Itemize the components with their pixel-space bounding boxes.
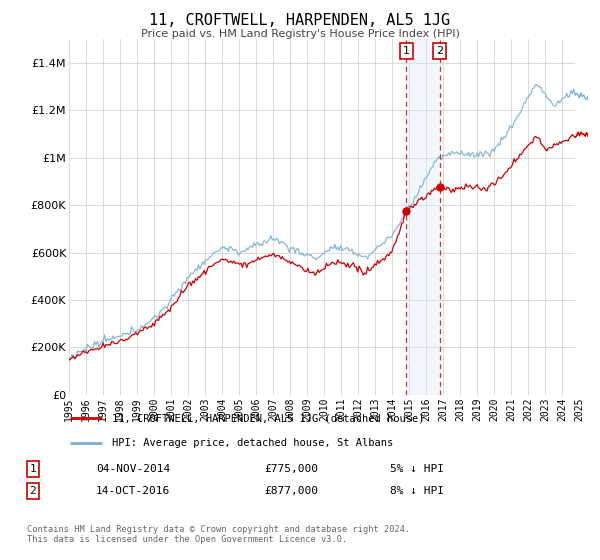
Text: Contains HM Land Registry data © Crown copyright and database right 2024.
This d: Contains HM Land Registry data © Crown c… — [27, 525, 410, 544]
Text: Price paid vs. HM Land Registry's House Price Index (HPI): Price paid vs. HM Land Registry's House … — [140, 29, 460, 39]
Text: HPI: Average price, detached house, St Albans: HPI: Average price, detached house, St A… — [112, 438, 394, 448]
Text: 2: 2 — [436, 46, 443, 56]
Text: 1: 1 — [29, 464, 37, 474]
Bar — [406, 39, 440, 395]
Text: £877,000: £877,000 — [264, 486, 318, 496]
Text: £775,000: £775,000 — [264, 464, 318, 474]
Text: 14-OCT-2016: 14-OCT-2016 — [96, 486, 170, 496]
Text: 11, CROFTWELL, HARPENDEN, AL5 1JG: 11, CROFTWELL, HARPENDEN, AL5 1JG — [149, 13, 451, 28]
Text: 2: 2 — [29, 486, 37, 496]
Text: 8% ↓ HPI: 8% ↓ HPI — [390, 486, 444, 496]
Bar — [575, 39, 588, 395]
Text: 11, CROFTWELL, HARPENDEN, AL5 1JG (detached house): 11, CROFTWELL, HARPENDEN, AL5 1JG (detac… — [112, 413, 425, 423]
Text: 04-NOV-2014: 04-NOV-2014 — [96, 464, 170, 474]
Text: 5% ↓ HPI: 5% ↓ HPI — [390, 464, 444, 474]
Text: 1: 1 — [403, 46, 410, 56]
